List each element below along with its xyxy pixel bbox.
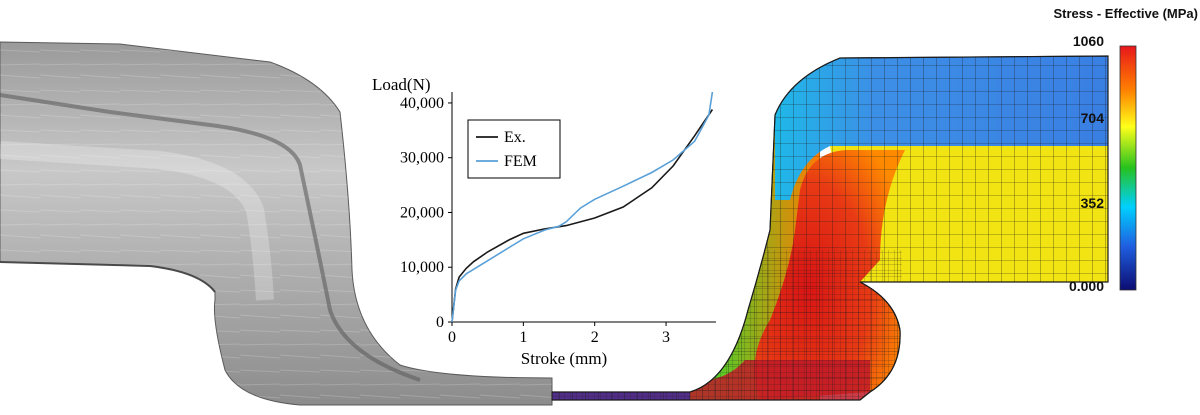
y-tick-label: 40,000 bbox=[400, 95, 444, 112]
colorbar-title: Stress - Effective (MPa) bbox=[1053, 6, 1199, 21]
legend-box bbox=[467, 119, 561, 179]
y-tick-label: 30,000 bbox=[400, 150, 444, 167]
x-tick-label: 3 bbox=[662, 329, 670, 346]
colorbar-tick-lower: 352 bbox=[1080, 195, 1104, 211]
y-tick-label: 10,000 bbox=[400, 259, 444, 276]
metal-section-photo bbox=[0, 41, 553, 406]
colorbar-tick-max: 1060 bbox=[1072, 33, 1104, 49]
y-tick-label: 20,000 bbox=[400, 204, 444, 221]
colorbar-tick-min: 0.000 bbox=[1068, 278, 1104, 294]
x-axis-label: Stroke (mm) bbox=[521, 349, 607, 368]
y-tick-label: 0 bbox=[436, 314, 444, 331]
x-tick-label: 2 bbox=[591, 329, 599, 346]
x-tick-label: 0 bbox=[448, 329, 456, 346]
x-tick-label: 1 bbox=[519, 329, 527, 346]
series-line-ex bbox=[451, 109, 714, 323]
legend-label: FEM bbox=[504, 153, 537, 170]
fem-border bbox=[552, 55, 1109, 401]
series-line-fem bbox=[451, 91, 714, 323]
colorbar-tick-upper: 704 bbox=[1080, 110, 1104, 126]
colorbar-gradient bbox=[1119, 45, 1137, 291]
y-axis-label: Load(N) bbox=[372, 75, 431, 94]
legend-label: Ex. bbox=[504, 129, 526, 146]
